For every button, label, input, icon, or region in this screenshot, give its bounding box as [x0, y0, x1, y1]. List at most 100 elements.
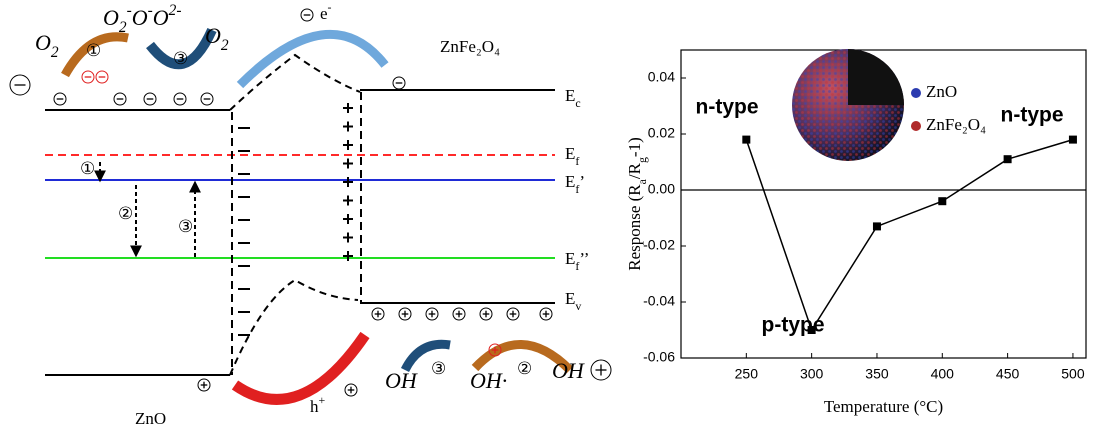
electron-icon [95, 70, 109, 84]
hole-icon [452, 307, 466, 321]
oh-blue-arrow [400, 339, 451, 373]
x-tick-label: 500 [1061, 366, 1085, 382]
point [807, 326, 816, 334]
electron-icon [81, 70, 95, 84]
band-label: Ec [565, 86, 581, 110]
band-diagram [45, 27, 574, 405]
hole-icon [425, 307, 439, 321]
y-axis-label-part: g [635, 157, 649, 163]
electron-icon [200, 92, 214, 106]
x-tick-label: 300 [800, 366, 824, 382]
hole-icon [398, 307, 412, 321]
species: O2 [35, 30, 59, 61]
hole-icon [371, 307, 385, 321]
point [1068, 135, 1077, 144]
hole-icon [344, 383, 358, 397]
electron-icon [143, 92, 157, 106]
hole-icon [590, 359, 612, 381]
step-label: ① [86, 41, 101, 60]
step-label: ① [80, 159, 95, 178]
step-label: ② [517, 359, 532, 378]
y-tick-label: -0.06 [643, 349, 675, 365]
hole-icon [197, 378, 211, 392]
electron-icon [392, 76, 406, 90]
point [938, 197, 947, 206]
species-part: - [127, 2, 132, 19]
y-axis-label-part: a [635, 178, 649, 184]
y-tick-label: 0.02 [648, 125, 675, 141]
species: OH [385, 368, 418, 393]
species: O2-O-O2- [103, 2, 181, 36]
step-label: ③ [173, 49, 188, 68]
x-tick-label: 250 [735, 366, 759, 382]
band-label-part: f [575, 182, 579, 196]
band-label-part: ’’ [579, 249, 589, 268]
species-part: 2 [51, 44, 59, 61]
band-label: Ev [565, 289, 581, 313]
band-label-part: c [575, 96, 580, 110]
hole-icon [539, 307, 553, 321]
inset-cut [848, 49, 904, 105]
electron-label: e- [320, 0, 332, 23]
x-tick-label: 350 [865, 366, 889, 382]
band-label-part: E [565, 86, 575, 105]
material-label: ZnFe₂O₄ [440, 37, 500, 56]
hole-icon [488, 343, 502, 357]
band-label-part: E [565, 249, 575, 268]
species-part: O [205, 23, 221, 48]
legend-swatch [911, 121, 921, 131]
y-axis-label-part: /R [625, 162, 644, 179]
legend-label: ZnO [926, 82, 957, 101]
material-label: ZnO [135, 409, 166, 428]
electron-icon [53, 92, 67, 106]
species: O2 [205, 23, 229, 54]
y-tick-label: 0.04 [648, 69, 675, 85]
hole-icon [479, 307, 493, 321]
band-label-part: f [575, 259, 579, 273]
species-part: - [148, 2, 153, 19]
electron-arrow [236, 29, 389, 89]
plot-frame [680, 49, 1087, 359]
step-label: ③ [431, 359, 446, 378]
band-label-part: E [565, 144, 575, 163]
electron-icon [173, 92, 187, 106]
electron-label-part: e [320, 4, 328, 23]
band-label-part: f [575, 154, 579, 168]
hole-icon [506, 307, 520, 321]
y-axis-label-part: -1) [625, 137, 644, 157]
species-part: O [103, 5, 119, 30]
x-tick-label: 400 [931, 366, 955, 382]
ev-bend [229, 278, 359, 376]
species: OH [552, 358, 585, 383]
point [872, 222, 881, 231]
hole-label-part: h [310, 397, 319, 416]
legend-swatch [911, 88, 921, 98]
species-part: 2 [221, 37, 229, 54]
x-axis-label: Temperature (°C) [824, 397, 943, 416]
annotation: p-type [762, 314, 825, 337]
electron-label-part: - [328, 0, 332, 14]
species: OH· [470, 368, 507, 393]
band-label: Ef’’ [565, 249, 589, 273]
point [742, 135, 751, 144]
electron-icon [9, 74, 31, 96]
species-part: 2 [119, 19, 127, 36]
blue-arrow [146, 27, 217, 70]
electron-icon [300, 8, 314, 22]
hole-arrow [231, 331, 370, 405]
species-part: O [35, 30, 51, 55]
step-label: ③ [178, 217, 193, 236]
species-part: 2- [169, 2, 182, 19]
y-tick-label: 0.00 [648, 181, 675, 197]
point [1003, 155, 1012, 164]
species-part: O [153, 5, 169, 30]
series-line [745, 138, 1074, 332]
oh-orange-arrow [471, 340, 574, 374]
band-label-part: E [565, 172, 575, 191]
y-axis-label-part: Response (R [625, 184, 644, 271]
y-tick-label: -0.04 [643, 293, 675, 309]
electron-icon [113, 92, 127, 106]
